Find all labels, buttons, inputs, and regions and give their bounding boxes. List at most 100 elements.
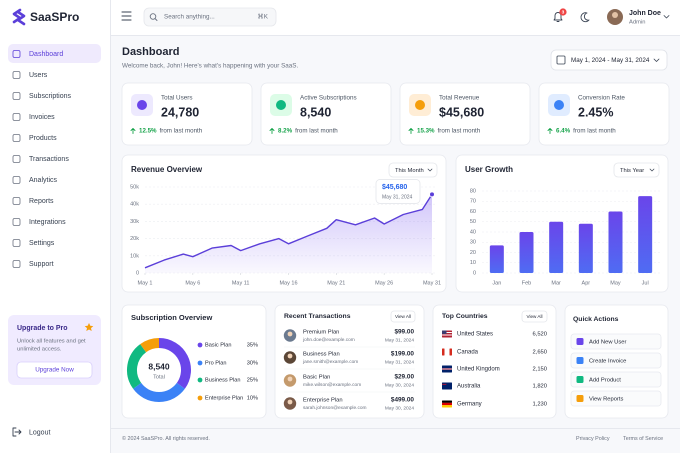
country-value: 2,150 (532, 367, 547, 373)
stat-label: Conversion Rate (578, 95, 625, 102)
flag (442, 368, 452, 370)
avatar (287, 331, 293, 337)
view-all-label[interactable]: View All (395, 314, 411, 319)
nav-item[interactable]: Settings (29, 240, 55, 247)
transaction-date: May 31, 2024 (385, 337, 414, 343)
x-tick-label: May 1 (138, 280, 153, 286)
country-value: 1,230 (532, 402, 547, 408)
donut-segment (133, 382, 185, 402)
donut-total: 8,540 (148, 361, 170, 371)
dropdown-label[interactable]: This Month (395, 168, 424, 174)
donut-segment (140, 338, 160, 353)
nav-item[interactable]: Transactions (29, 156, 69, 163)
quick-action-label[interactable]: Add Product (589, 377, 621, 383)
bar (519, 232, 534, 273)
nav-item[interactable]: Analytics (29, 177, 58, 184)
theme-icon (580, 12, 590, 23)
date-picker[interactable] (550, 49, 668, 71)
footer-link[interactable]: Terms of Service (623, 436, 663, 442)
view-all[interactable] (390, 310, 416, 323)
icon (663, 15, 670, 19)
dropdown[interactable] (613, 162, 660, 178)
logout[interactable]: Logout (29, 429, 50, 436)
legend-swatch (197, 395, 203, 401)
notification-count: 3 (562, 10, 565, 16)
country-name: Germany (457, 402, 482, 408)
x-tick-label: Apr (582, 280, 591, 286)
y-tick-label: 20 (470, 250, 476, 256)
badge (559, 8, 567, 16)
search-box[interactable] (143, 7, 277, 27)
donut-caption: Total (153, 374, 165, 380)
icon (427, 168, 433, 172)
copyright: © 2024 SaaSPro. All rights reserved. (122, 435, 210, 442)
nav-icon (12, 260, 21, 268)
nav-item[interactable]: Dashboard (29, 51, 63, 58)
transaction-amount: $499.00 (391, 397, 415, 404)
footer-link[interactable]: Privacy Policy (576, 436, 610, 442)
nav-item[interactable]: Support (29, 261, 54, 268)
y-tick-label: 60 (470, 209, 476, 215)
country-value: 1,820 (532, 384, 547, 390)
nav-icon (12, 176, 21, 184)
chart-title: Subscription Overview (131, 313, 212, 322)
x-tick-label: May 31 (423, 280, 441, 286)
country-name: Australia (457, 384, 481, 390)
dropdown-label[interactable]: This Year (620, 168, 644, 174)
transaction-email: john.doe@example.com (302, 337, 355, 343)
star (84, 323, 94, 331)
x-tick-label: May 21 (327, 280, 345, 286)
quick-action[interactable] (570, 390, 662, 407)
legend-label: Pro Plan (205, 360, 226, 366)
view-all-label[interactable]: View All (526, 314, 542, 319)
upgrade-button-label[interactable]: Upgrade Now (35, 367, 74, 374)
page-title: Dashboard (122, 46, 179, 58)
card-title: Top Countries (442, 313, 488, 320)
logo (12, 8, 26, 26)
nav-item[interactable]: Reports (29, 198, 54, 205)
stat-icon (554, 100, 564, 110)
nav-icon (12, 239, 21, 247)
y-tick-label: 80 (470, 188, 476, 194)
stat-note: from last month (160, 128, 203, 135)
stat-value: 8,540 (300, 105, 331, 119)
stat-value: 24,780 (161, 105, 199, 119)
dropdown[interactable] (388, 162, 438, 178)
quick-action-label[interactable]: Add New User (589, 339, 626, 345)
avatar (612, 12, 618, 18)
quick-action[interactable] (570, 371, 662, 388)
page-subtitle: Welcome back, John! Here's what's happen… (122, 63, 298, 70)
y-tick-label: 70 (470, 199, 476, 205)
quick-action[interactable] (570, 333, 662, 350)
y-tick-label: 50 (470, 219, 476, 225)
nav-item[interactable]: Users (29, 72, 48, 79)
stat-icon (276, 100, 286, 110)
x-tick-label: Mar (551, 280, 561, 286)
icon (154, 18, 158, 21)
nav-item[interactable]: Products (29, 135, 57, 142)
upgrade-button[interactable] (16, 361, 93, 379)
icon (12, 427, 22, 437)
stat-label: Total Revenue (439, 95, 480, 102)
y-tick-label: 40 (470, 229, 476, 235)
quick-action-label[interactable]: View Reports (589, 396, 623, 402)
quick-action[interactable] (570, 352, 662, 369)
country-value: 2,650 (532, 350, 547, 356)
legend-value: 35% (247, 342, 258, 348)
nav-item[interactable]: Subscriptions (29, 93, 72, 100)
donut-segment (158, 338, 191, 389)
countries-card (432, 304, 557, 419)
nav-item[interactable]: Integrations (29, 219, 66, 226)
view-all[interactable] (521, 310, 548, 323)
transaction-amount: $99.00 (394, 329, 414, 336)
country-value: 6,520 (532, 332, 547, 338)
line (144, 194, 433, 269)
stat-card (538, 82, 670, 146)
bar (549, 221, 564, 273)
y-tick-label: 10 (470, 260, 476, 266)
quick-action-label[interactable]: Create Invoice (589, 358, 626, 364)
nav-item[interactable]: Invoices (29, 114, 55, 121)
stat-value: 2.45% (578, 105, 613, 119)
tooltip-date: May 31, 2024 (382, 194, 413, 200)
